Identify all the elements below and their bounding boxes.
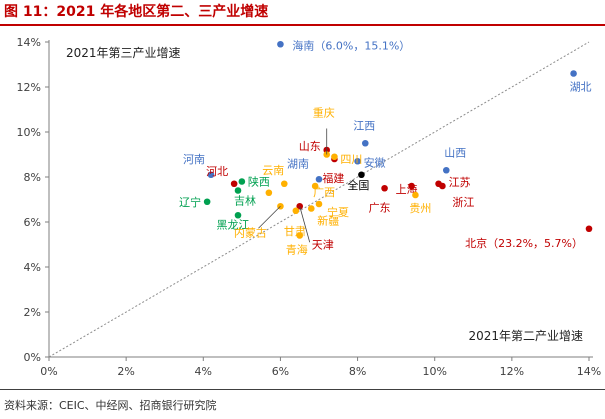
point-湖南 — [315, 175, 323, 183]
point-广西 — [311, 182, 319, 190]
label-浙江: 浙江 — [452, 196, 474, 209]
label-江西: 江西 — [353, 119, 375, 132]
point-四川 — [331, 153, 338, 161]
label-新疆: 新疆 — [317, 214, 339, 228]
point-上海 — [408, 182, 415, 190]
leader-line-天津 — [299, 206, 311, 243]
label-湖北: 湖北 — [570, 81, 592, 94]
point-陕西 — [238, 178, 246, 185]
label-北京: 北京（23.2%，5.7%） — [465, 236, 583, 250]
y-tick-label: 2% — [24, 306, 41, 319]
point-河北 — [230, 180, 238, 188]
label-安徽: 安徽 — [364, 155, 386, 169]
x-tick-label: 10% — [422, 365, 446, 378]
y-tick-label: 10% — [17, 126, 41, 139]
point-云南 — [280, 180, 288, 188]
label-青海: 青海 — [286, 243, 308, 257]
point-海南 — [277, 40, 284, 48]
y-axis-title: 2021年第三产业增速 — [66, 46, 181, 60]
point-新疆 — [307, 205, 315, 212]
label-湖南: 湖南 — [287, 157, 309, 170]
x-tick-label: 0% — [40, 365, 57, 378]
point-江西 — [361, 139, 369, 147]
y-tick-label: 8% — [24, 171, 41, 184]
point-湖北 — [570, 70, 577, 77]
label-福建: 福建 — [322, 171, 344, 185]
point-广东 — [381, 184, 388, 192]
y-tick-label: 12% — [17, 81, 41, 94]
source-rule — [0, 389, 605, 390]
point-宁夏 — [315, 200, 323, 208]
point-吉林 — [234, 187, 242, 194]
point-浙江 — [439, 182, 446, 190]
x-tick-label: 2% — [117, 365, 134, 378]
title-rule — [0, 24, 605, 26]
label-贵州: 贵州 — [409, 202, 431, 215]
point-甘肃 — [292, 207, 300, 215]
label-上海: 上海 — [396, 182, 418, 196]
point-辽宁 — [203, 198, 211, 206]
point-山西 — [442, 166, 450, 174]
label-内蒙古: 内蒙古 — [234, 225, 267, 239]
label-四川: 四川 — [340, 153, 362, 166]
label-黑龙江: 黑龙江 — [217, 218, 250, 231]
leader-line-内蒙古 — [258, 205, 281, 229]
point-北京 — [585, 225, 593, 233]
point-安徽 — [354, 157, 361, 165]
point-全国 — [358, 171, 365, 179]
point-贵州 — [412, 191, 419, 199]
label-江苏: 江苏 — [449, 176, 471, 189]
label-河南: 河南 — [183, 153, 205, 166]
label-广西: 广西 — [313, 186, 335, 199]
source-note: 资料来源：CEIC、中经网、招商银行研究院 — [4, 399, 217, 412]
label-河北: 河北 — [206, 165, 228, 178]
x-tick-label: 4% — [195, 365, 212, 378]
x-tick-label: 8% — [349, 365, 366, 378]
point-黑龙江 — [234, 211, 242, 219]
point-青海 — [296, 232, 304, 239]
label-全国: 全国 — [347, 178, 369, 192]
label-吉林: 吉林 — [234, 194, 256, 208]
x-tick-label: 14% — [577, 365, 601, 378]
figure-title: 图 11：2021 年各地区第二、三产业增速 — [4, 4, 269, 20]
x-axis-title: 2021年第二产业增速 — [468, 329, 583, 343]
x-tick-label: 12% — [500, 365, 524, 378]
y-tick-label: 6% — [24, 216, 41, 229]
diagonal-reference-line — [48, 41, 590, 358]
label-陕西: 陕西 — [248, 175, 270, 189]
label-广东: 广东 — [369, 201, 391, 214]
label-山东: 山东 — [299, 140, 321, 153]
point-河南 — [207, 171, 215, 179]
x-tick-label: 6% — [272, 365, 289, 378]
y-tick-label: 14% — [17, 36, 41, 49]
label-云南: 云南 — [262, 164, 284, 177]
point-西藏 — [265, 189, 273, 197]
label-山西: 山西 — [444, 146, 466, 159]
label-辽宁: 辽宁 — [179, 195, 201, 209]
label-宁夏: 宁夏 — [327, 205, 349, 219]
y-tick-label: 4% — [24, 261, 41, 274]
label-海南: 海南（6.0%，15.1%） — [292, 38, 410, 52]
y-tick-label: 0% — [24, 351, 41, 364]
label-重庆: 重庆 — [313, 106, 335, 120]
label-天津: 天津 — [312, 238, 334, 251]
